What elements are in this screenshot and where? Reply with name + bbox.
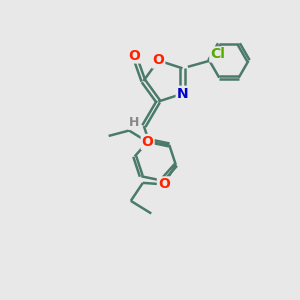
Text: N: N <box>177 87 188 101</box>
Text: O: O <box>158 177 170 191</box>
Text: O: O <box>142 135 154 149</box>
Text: O: O <box>128 49 140 62</box>
Text: O: O <box>152 53 164 68</box>
Text: H: H <box>129 116 140 129</box>
Text: Cl: Cl <box>210 47 225 61</box>
